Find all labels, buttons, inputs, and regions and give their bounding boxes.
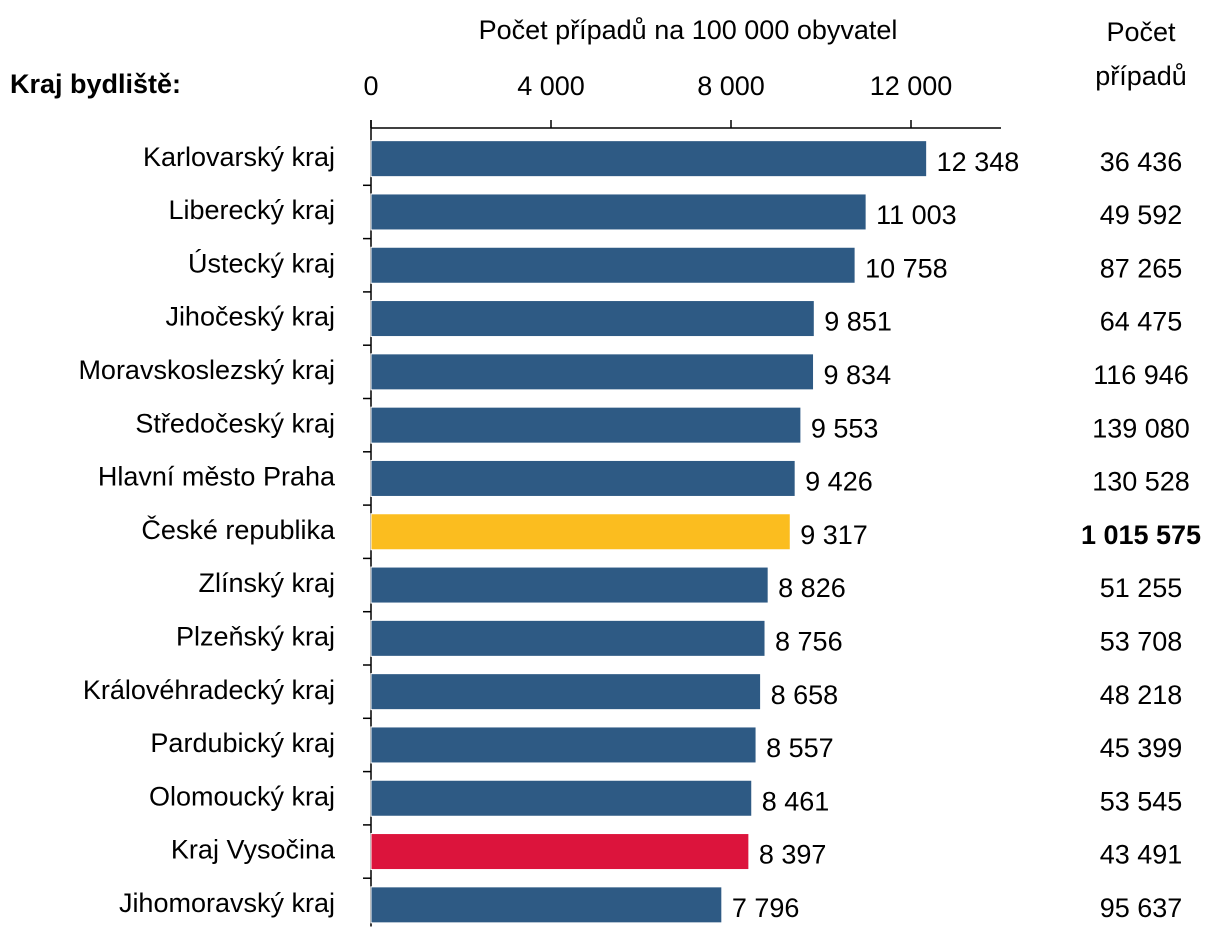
bar bbox=[370, 300, 815, 338]
x-tick-label: 4 000 bbox=[517, 71, 585, 101]
y-tick-label: Karlovarský kraj bbox=[143, 142, 335, 172]
bar bbox=[370, 886, 723, 924]
y-tick-label: Královéhradecký kraj bbox=[83, 675, 335, 705]
x-tick-label: 0 bbox=[363, 71, 378, 101]
y-tick-label: Hlavní město Praha bbox=[98, 462, 336, 492]
x-tick-label: 12 000 bbox=[870, 71, 953, 101]
count-label: 1 015 575 bbox=[1081, 520, 1201, 550]
value-label: 9 553 bbox=[811, 413, 879, 443]
value-label: 12 348 bbox=[937, 147, 1020, 177]
value-label: 8 557 bbox=[766, 733, 834, 763]
value-label: 8 658 bbox=[771, 680, 839, 710]
bar bbox=[370, 673, 762, 711]
value-label: 8 826 bbox=[778, 573, 846, 603]
bar bbox=[370, 619, 766, 657]
count-label: 116 946 bbox=[1093, 360, 1189, 390]
y-tick-label: Středočeský kraj bbox=[135, 408, 335, 438]
x-tick-label: 8 000 bbox=[697, 71, 765, 101]
value-label: 9 834 bbox=[824, 360, 892, 390]
chart-title: Počet případů na 100 000 obyvatel bbox=[479, 15, 898, 45]
bar bbox=[370, 246, 856, 284]
y-tick-label: Jihomoravský kraj bbox=[119, 888, 335, 918]
count-label: 43 491 bbox=[1100, 840, 1183, 870]
y-tick-label: Zlínský kraj bbox=[198, 568, 335, 598]
count-label: 64 475 bbox=[1100, 307, 1183, 337]
bar bbox=[370, 459, 796, 497]
bar bbox=[370, 833, 750, 871]
value-label: 9 317 bbox=[800, 520, 868, 550]
value-label: 8 461 bbox=[762, 786, 830, 816]
y-tick-label: Kraj Vysočina bbox=[171, 835, 336, 865]
value-label: 8 397 bbox=[759, 840, 827, 870]
y-tick-label: Pardubický kraj bbox=[150, 728, 335, 758]
bar bbox=[370, 353, 815, 391]
count-title: Počet případů bbox=[1095, 17, 1187, 91]
count-label: 36 436 bbox=[1100, 147, 1183, 177]
y-tick-label: Liberecký kraj bbox=[168, 195, 335, 225]
count-label: 95 637 bbox=[1100, 893, 1183, 923]
category-title: Kraj bydliště: bbox=[10, 69, 181, 99]
count-label: 48 218 bbox=[1100, 680, 1183, 710]
bar bbox=[370, 406, 802, 444]
value-label: 8 756 bbox=[775, 626, 843, 656]
bar bbox=[370, 779, 753, 817]
bar bbox=[370, 193, 867, 231]
y-tick-label: Ústecký kraj bbox=[188, 247, 335, 278]
y-tick-label: Jihočeský kraj bbox=[165, 302, 335, 332]
bar bbox=[370, 513, 791, 551]
y-tick-label: Plzeňský kraj bbox=[176, 621, 335, 651]
count-label: 49 592 bbox=[1100, 200, 1183, 230]
bar bbox=[370, 566, 769, 604]
count-label: 51 255 bbox=[1100, 573, 1183, 603]
value-label: 9 426 bbox=[805, 467, 873, 497]
y-tick-label: České republika bbox=[141, 514, 336, 545]
y-tick-label: Olomoucký kraj bbox=[149, 781, 335, 811]
count-label: 53 708 bbox=[1100, 626, 1183, 656]
value-label: 9 851 bbox=[824, 307, 892, 337]
value-label: 10 758 bbox=[865, 253, 948, 283]
count-label: 139 080 bbox=[1092, 413, 1190, 443]
value-label: 7 796 bbox=[732, 893, 800, 923]
y-tick-label: Moravskoslezský kraj bbox=[78, 355, 335, 385]
count-label: 45 399 bbox=[1100, 733, 1183, 763]
value-label: 11 003 bbox=[876, 200, 957, 230]
bar bbox=[370, 726, 757, 764]
count-label: 130 528 bbox=[1092, 467, 1190, 497]
count-label: 87 265 bbox=[1100, 253, 1183, 283]
bar bbox=[370, 140, 928, 178]
count-label: 53 545 bbox=[1100, 786, 1183, 816]
